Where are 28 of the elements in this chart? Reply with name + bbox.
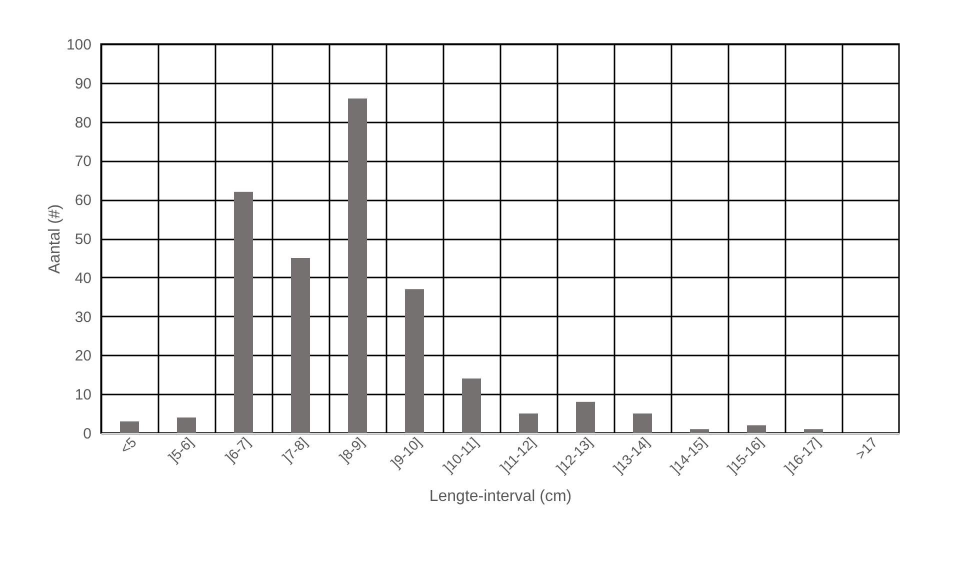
bar bbox=[405, 289, 424, 433]
x-tick-label: >17 bbox=[852, 434, 881, 462]
bar bbox=[177, 417, 196, 433]
y-tick-label: 40 bbox=[74, 270, 92, 287]
x-tick-label: <5 bbox=[116, 434, 140, 457]
bar bbox=[291, 258, 310, 433]
y-tick-label: 60 bbox=[74, 192, 92, 210]
y-tick-label: 50 bbox=[74, 231, 92, 248]
bar bbox=[120, 421, 139, 433]
x-axis-title: Lengte-interval (cm) bbox=[429, 488, 572, 506]
bar bbox=[804, 429, 823, 433]
y-tick-label: 10 bbox=[74, 386, 92, 404]
y-tick-label: 20 bbox=[74, 348, 92, 365]
bar bbox=[747, 425, 766, 433]
bar bbox=[462, 378, 481, 433]
bar bbox=[234, 192, 253, 433]
y-tick-label: 80 bbox=[74, 114, 92, 132]
bar bbox=[519, 414, 538, 433]
y-tick-label: 70 bbox=[74, 153, 92, 170]
y-tick-label: 30 bbox=[74, 308, 92, 326]
bar bbox=[633, 414, 652, 433]
bar bbox=[690, 429, 709, 433]
bar bbox=[348, 98, 367, 433]
y-tick-label: 100 bbox=[66, 36, 92, 54]
bar bbox=[576, 402, 595, 433]
y-axis-title: Aantal (#) bbox=[46, 204, 64, 274]
y-tick-label: 0 bbox=[83, 426, 92, 442]
y-tick-label: 90 bbox=[74, 75, 92, 92]
